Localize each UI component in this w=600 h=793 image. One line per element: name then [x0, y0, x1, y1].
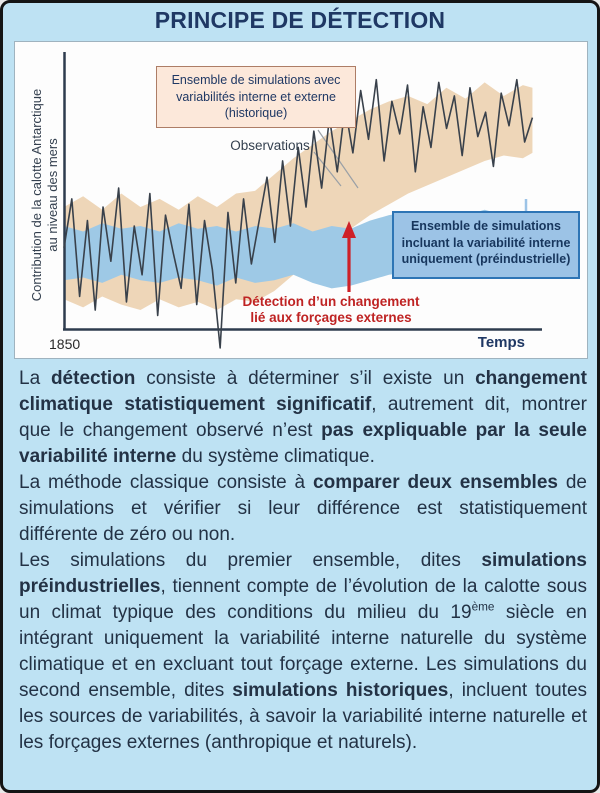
paragraph: La détection consiste à déterminer s’il …	[19, 368, 588, 467]
detection-annotation: Détection d’un changement lié aux forçag…	[231, 294, 431, 325]
y-axis-label: Contribution de la calotte Antarctique a…	[29, 65, 63, 325]
observations-label: Observations	[230, 138, 310, 153]
x-axis-label: Temps	[477, 334, 525, 351]
paragraph: La méthode classique consiste à comparer…	[19, 472, 587, 545]
page-title: PRINCIPE DE DÉTECTION	[154, 7, 446, 33]
detection-annotation-line2: lié aux forçages externes	[250, 309, 412, 325]
y-axis-label-line2: au niveau des mers	[45, 138, 60, 252]
x-axis-start-tick: 1850	[49, 336, 81, 352]
historical-ensemble-callout: Ensemble de simulations avec variabilité…	[156, 66, 356, 128]
detection-annotation-line1: Détection d’un changement	[242, 294, 420, 309]
y-axis-label-line1: Contribution de la calotte Antarctique	[29, 88, 44, 302]
preindustrial-ensemble-callout: Ensemble de simulations incluant la vari…	[392, 211, 580, 279]
chart-panel: Contribution de la calotte Antarctique a…	[14, 41, 588, 359]
paragraph: Les simulations du premier ensemble, dit…	[19, 550, 588, 753]
explanation-text: La détection consiste à déterminer s’il …	[19, 366, 587, 756]
